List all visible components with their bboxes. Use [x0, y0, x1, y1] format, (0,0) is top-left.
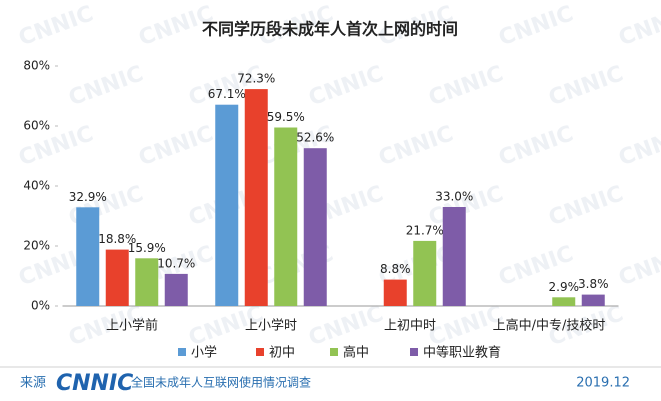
y-tick-label: 0%: [31, 299, 50, 313]
watermark: CNNIC: [546, 181, 627, 231]
bar: [164, 273, 188, 306]
footer-source: 来源: [20, 376, 46, 391]
legend-label: 中等职业教育: [423, 345, 501, 361]
watermark: CNNIC: [376, 121, 457, 171]
value-label: 18.8%: [98, 232, 136, 246]
value-label: 32.9%: [69, 190, 107, 204]
bar: [413, 240, 437, 306]
legend-swatch: [330, 348, 338, 356]
bar: [274, 127, 298, 306]
watermark: CNNIC: [496, 121, 577, 171]
value-label: 3.8%: [578, 277, 609, 291]
bar: [135, 258, 159, 306]
legend-swatch: [178, 348, 186, 356]
value-label: 21.7%: [406, 223, 444, 237]
footer-date: 2019.12: [576, 376, 630, 391]
legend-swatch: [410, 348, 418, 356]
watermark: CNNIC: [426, 61, 507, 111]
watermark: CNNIC: [546, 61, 627, 111]
y-tick-label: 40%: [23, 179, 50, 193]
footer-logo: CNNIC: [56, 371, 133, 396]
watermark: CNNIC: [136, 121, 217, 171]
legend-label: 小学: [191, 345, 217, 361]
x-tick-label: 上初中时: [384, 319, 436, 334]
watermark: CNNIC: [616, 241, 661, 291]
value-label: 59.5%: [267, 110, 305, 124]
y-tick-label: 80%: [23, 59, 50, 73]
bar: [76, 207, 100, 306]
x-tick-label: 上高中/中专/技校时: [493, 318, 606, 334]
watermark: CNNIC: [66, 61, 147, 111]
watermark: CNNIC: [496, 1, 577, 51]
value-label: 15.9%: [128, 241, 166, 255]
value-label: 33.0%: [435, 190, 473, 204]
watermark: CNNIC: [16, 1, 97, 51]
legend-label: 初中: [269, 346, 295, 361]
bar: [105, 249, 129, 306]
legend-swatch: [256, 348, 264, 356]
bar: [303, 148, 327, 306]
value-label: 67.1%: [208, 87, 246, 101]
chart-title: 不同学历段未成年人首次上网的时间: [202, 20, 458, 39]
watermark: CNNIC: [616, 1, 661, 51]
value-label: 8.8%: [380, 262, 411, 276]
bar: [383, 279, 407, 306]
bar: [552, 297, 576, 306]
x-tick-label: 上小学前: [106, 318, 158, 334]
bar: [244, 89, 268, 306]
bar: [581, 294, 605, 306]
value-label: 52.6%: [296, 131, 334, 145]
watermark: CNNIC: [306, 61, 387, 111]
bar: [215, 104, 239, 306]
value-label: 10.7%: [157, 256, 195, 270]
legend-label: 高中: [343, 345, 369, 361]
bar: [442, 207, 466, 306]
y-tick-label: 60%: [23, 119, 50, 133]
value-label: 72.3%: [237, 72, 275, 86]
watermark: CNNIC: [306, 301, 387, 351]
y-tick-label: 20%: [23, 239, 50, 253]
x-tick-label: 上小学时: [245, 318, 297, 334]
watermark: CNNIC: [616, 121, 661, 171]
footer-survey: 全国未成年人互联网使用情况调查: [131, 375, 311, 390]
value-label: 2.9%: [549, 280, 580, 294]
